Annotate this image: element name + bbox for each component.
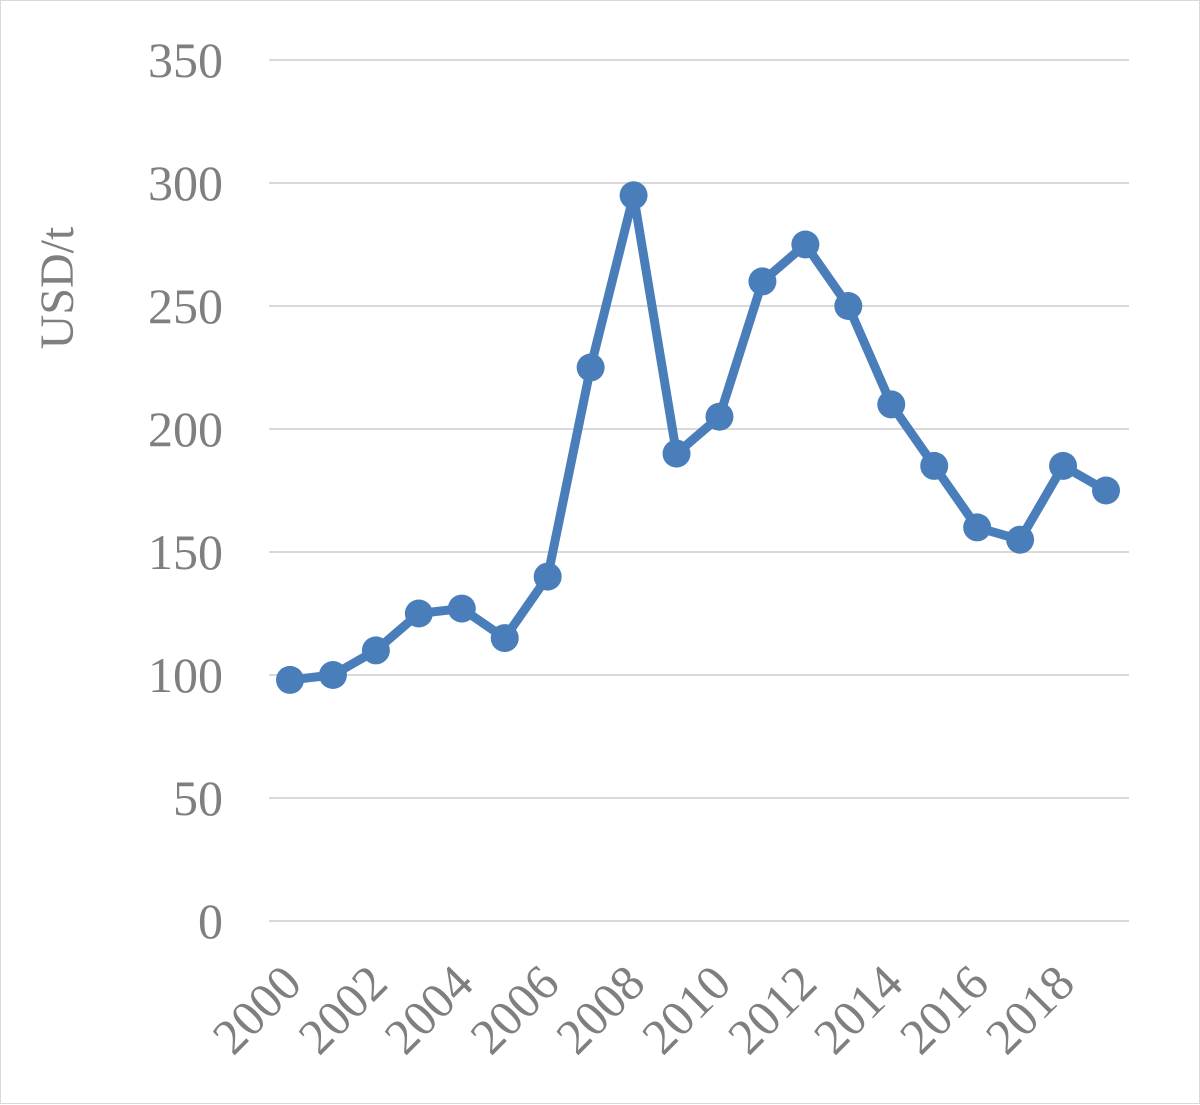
data-point [490, 624, 519, 653]
x-tick-label: 2010 [631, 954, 741, 1064]
y-tick-label: 100 [148, 647, 223, 703]
data-point [576, 353, 605, 382]
data-point [877, 390, 906, 419]
data-point [963, 513, 992, 542]
data-point [361, 636, 390, 665]
gridlines [269, 59, 1129, 922]
x-tick-label: 2012 [717, 954, 827, 1064]
data-point [447, 594, 476, 623]
series-usd-per-t [276, 181, 1120, 694]
data-point [276, 665, 304, 694]
data-point [662, 439, 691, 468]
data-point [533, 562, 562, 591]
y-tick-label: 150 [148, 524, 223, 580]
x-tick-label: 2016 [889, 954, 999, 1064]
x-tick-label: 2014 [803, 954, 913, 1064]
y-tick-label: 250 [148, 278, 223, 334]
x-tick-label: 2002 [287, 954, 397, 1064]
data-point [920, 451, 949, 480]
data-point [834, 292, 863, 320]
data-point [705, 402, 734, 431]
x-tick-label: 2008 [545, 954, 655, 1064]
data-point [404, 599, 433, 628]
data-point [791, 230, 820, 259]
y-tick-label: 0 [198, 893, 223, 949]
data-point [318, 661, 347, 689]
data-point [1092, 476, 1120, 505]
x-tick-label: 2000 [201, 954, 311, 1064]
y-tick-label: 50 [173, 770, 223, 826]
data-point [1006, 525, 1035, 554]
x-tick-label: 2004 [373, 954, 483, 1064]
data-point [619, 181, 648, 210]
y-tick-label: 350 [148, 32, 223, 88]
y-tick-label: 200 [148, 401, 223, 457]
data-point [748, 267, 777, 296]
y-tick-label: 300 [148, 155, 223, 211]
y-axis-label: USD/t [31, 226, 84, 349]
y-axis-tick-labels: 0 50 100 150 200 250 300 350 [148, 32, 223, 949]
x-tick-label: 2006 [459, 954, 569, 1064]
x-tick-label: 2018 [975, 954, 1085, 1064]
data-point [1049, 451, 1078, 480]
